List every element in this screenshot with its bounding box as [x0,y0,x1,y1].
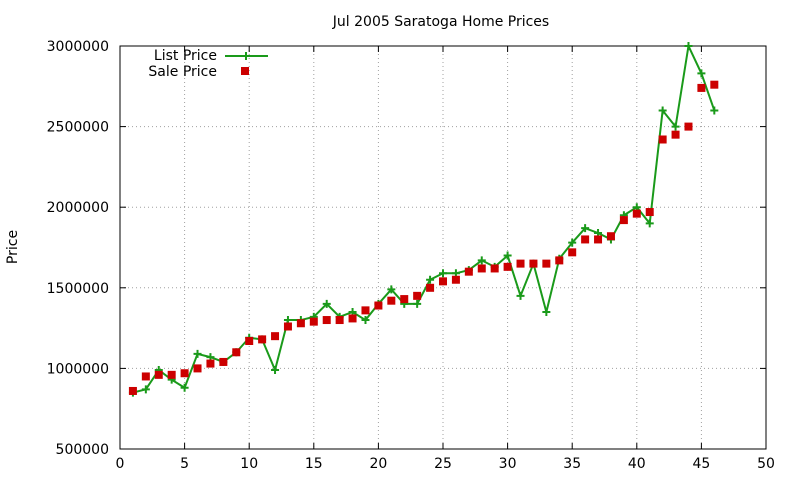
y-tick-label: 2500000 [47,120,109,136]
sale-price-point [348,314,357,323]
list-price-point [426,275,435,284]
sale-price-point [697,83,706,92]
list-price-point [413,299,422,308]
x-tick-label: 15 [305,456,323,472]
sale-price-point [206,359,215,368]
list-price-point [684,42,693,50]
sale-price-point [568,248,577,257]
list-price-point [581,224,590,233]
series [128,42,719,397]
sale-price-point [439,277,447,286]
sale-price-point [632,209,641,218]
list-price-point [542,307,551,316]
sale-price-point [167,370,176,379]
list-price-point [387,285,396,294]
sale-price-point [245,336,254,345]
legend-marker-list-price [242,52,250,60]
x-tick-label: 30 [499,456,517,472]
y-tick-label: 1500000 [47,281,109,297]
sale-price-point [606,232,615,241]
x-tick-label: 45 [692,456,710,472]
sale-price-point [322,316,331,325]
list-price-point [439,269,447,278]
legend-label-list-price: List Price [154,48,217,64]
sale-price-point [464,267,473,276]
sale-price-point [193,364,202,373]
legend-plus-marker [242,52,250,60]
sale-price-point [374,301,383,310]
x-tick-label: 40 [628,456,646,472]
list-price-point [671,122,680,131]
sale-price-point [477,264,486,273]
sale-price-point [555,256,564,265]
sale-price-point [361,306,370,315]
y-tick-label: 500000 [56,442,109,458]
legend-label-sale-price: Sale Price [148,64,217,80]
list-price-point [645,219,654,228]
list-price-point [710,106,719,115]
list-price-point [322,299,331,308]
y-tick-label: 1000000 [47,361,109,377]
x-tick-label: 0 [116,456,125,472]
sale-price-point [296,319,305,328]
sale-price-point [219,357,228,366]
x-tick-label: 5 [180,456,189,472]
sale-price-point [451,275,460,284]
list-price-point [477,256,486,265]
sale-price-point [413,291,422,300]
chart-title: Jul 2005 Saratoga Home Prices [332,14,549,30]
list-price-point [180,383,189,392]
legend-marker-sale-price [241,67,249,75]
sale-price-point [335,316,344,325]
list-price-point [361,316,370,325]
sale-price-point [619,216,628,225]
sale-price-point [516,259,525,268]
list-price-point [568,238,577,247]
list-price-point [193,349,202,358]
sale-price-point [154,370,163,379]
sale-price-point [283,322,292,331]
sale-price-point [684,122,693,131]
list-price-line [132,42,716,394]
sale-price-point [645,208,654,217]
sale-price-point [309,317,318,326]
sale-price-point [426,283,435,292]
y-tick-label: 3000000 [47,39,109,55]
list-price-point [516,291,525,300]
x-tick-label: 10 [240,456,258,472]
sale-price-point [128,386,137,395]
sale-price-point [271,332,280,341]
sale-price-point [710,80,719,89]
x-tick-label: 25 [434,456,452,472]
x-tick-label: 50 [757,456,775,472]
sale-price-point [490,264,499,273]
sale-price-point [658,135,667,144]
list-price-point [503,251,512,260]
grid [120,46,766,449]
x-tick-label: 20 [369,456,387,472]
y-tick-label: 2000000 [47,200,109,216]
axis-ticks: 0 5 10 15 20 25 30 35 40 45 50 500000 1000000 1500000… [47,39,775,472]
sale-price-point [671,130,680,139]
sale-price-point [400,295,409,304]
sale-price-point [529,259,538,268]
legend: List Price Sale Price [148,48,268,80]
sale-price-point [387,296,396,305]
list-price-point [271,366,280,375]
sale-price-point [581,235,590,244]
sale-price-point [542,259,551,268]
sale-price-point [232,348,241,357]
sale-price-point [180,369,189,378]
y-axis-label: Price [5,230,21,264]
sale-price-point [258,335,267,344]
x-tick-label: 35 [563,456,581,472]
sale-price-point [594,235,603,244]
list-price-point [658,106,667,115]
sale-price-point [503,262,512,271]
list-price-point [697,69,706,78]
list-price-point [141,385,150,394]
sale-price-point [141,372,150,381]
